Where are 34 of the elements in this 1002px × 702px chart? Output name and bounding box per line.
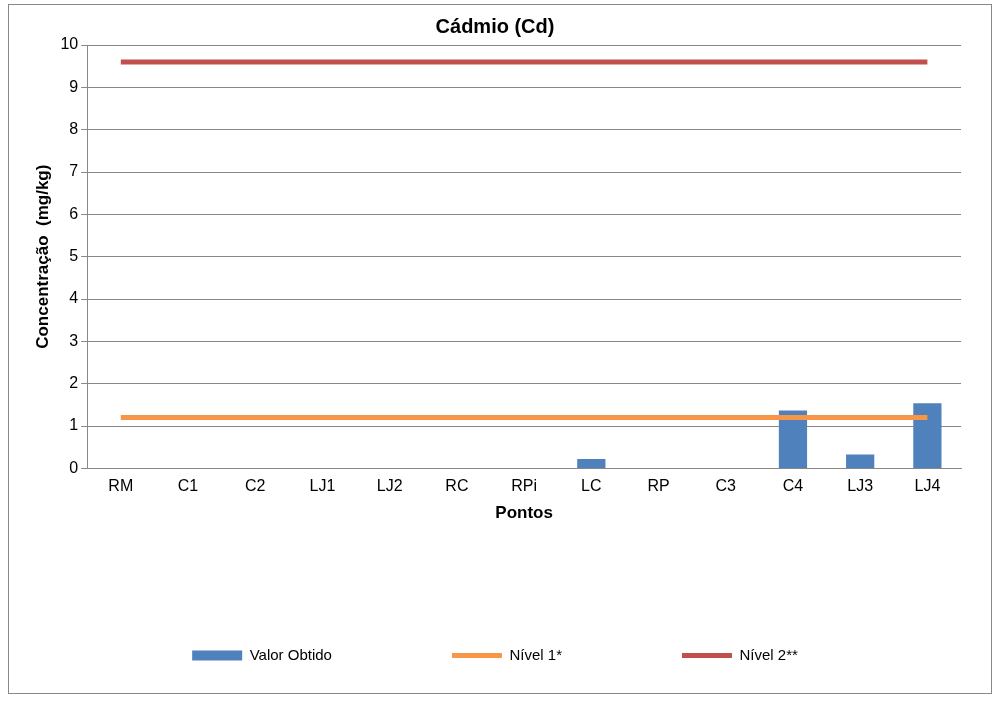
legend-label: Nível 1* [509,645,563,663]
x-tick-label: LJ2 [376,477,403,495]
y-tick-label: 4 [69,289,79,307]
y-tick-label: 8 [69,120,79,138]
legend-label: Valor Obtido [249,645,332,663]
x-tick-label: C3 [715,477,737,495]
y-tick-label: 7 [69,162,79,180]
x-axis-title: Pontos [495,503,553,523]
x-tick-label: RC [445,477,469,495]
y-tick-label: 10 [60,35,79,53]
y-tick-label: 5 [69,247,79,265]
y-axis-title: Concentração (mg/kg) [32,164,52,349]
y-tick-label: 2 [69,374,79,392]
x-tick-label: C1 [177,477,199,495]
y-tick-label: 6 [69,204,79,222]
bar [846,454,875,468]
x-tick-label: RP [647,477,670,495]
y-tick-label: 3 [69,331,79,349]
x-tick-label: LJ4 [914,477,941,495]
bar [577,459,606,468]
bar [913,403,942,468]
y-tick-label: 0 [69,458,79,476]
legend-label: Nível 2** [739,645,798,663]
x-tick-label: RM [108,477,134,495]
x-tick-label: C4 [782,477,804,495]
x-tick-label: LJ1 [309,477,336,495]
x-tick-label: C2 [245,477,266,495]
x-tick-label: RPi [511,477,537,495]
bar [778,410,808,468]
chart-title: Cádmio (Cd) [435,14,555,37]
y-tick-label: 9 [69,77,79,95]
x-tick-label: LC [581,477,602,495]
y-tick-label: 1 [69,416,79,434]
x-tick-label: LJ3 [847,477,874,495]
